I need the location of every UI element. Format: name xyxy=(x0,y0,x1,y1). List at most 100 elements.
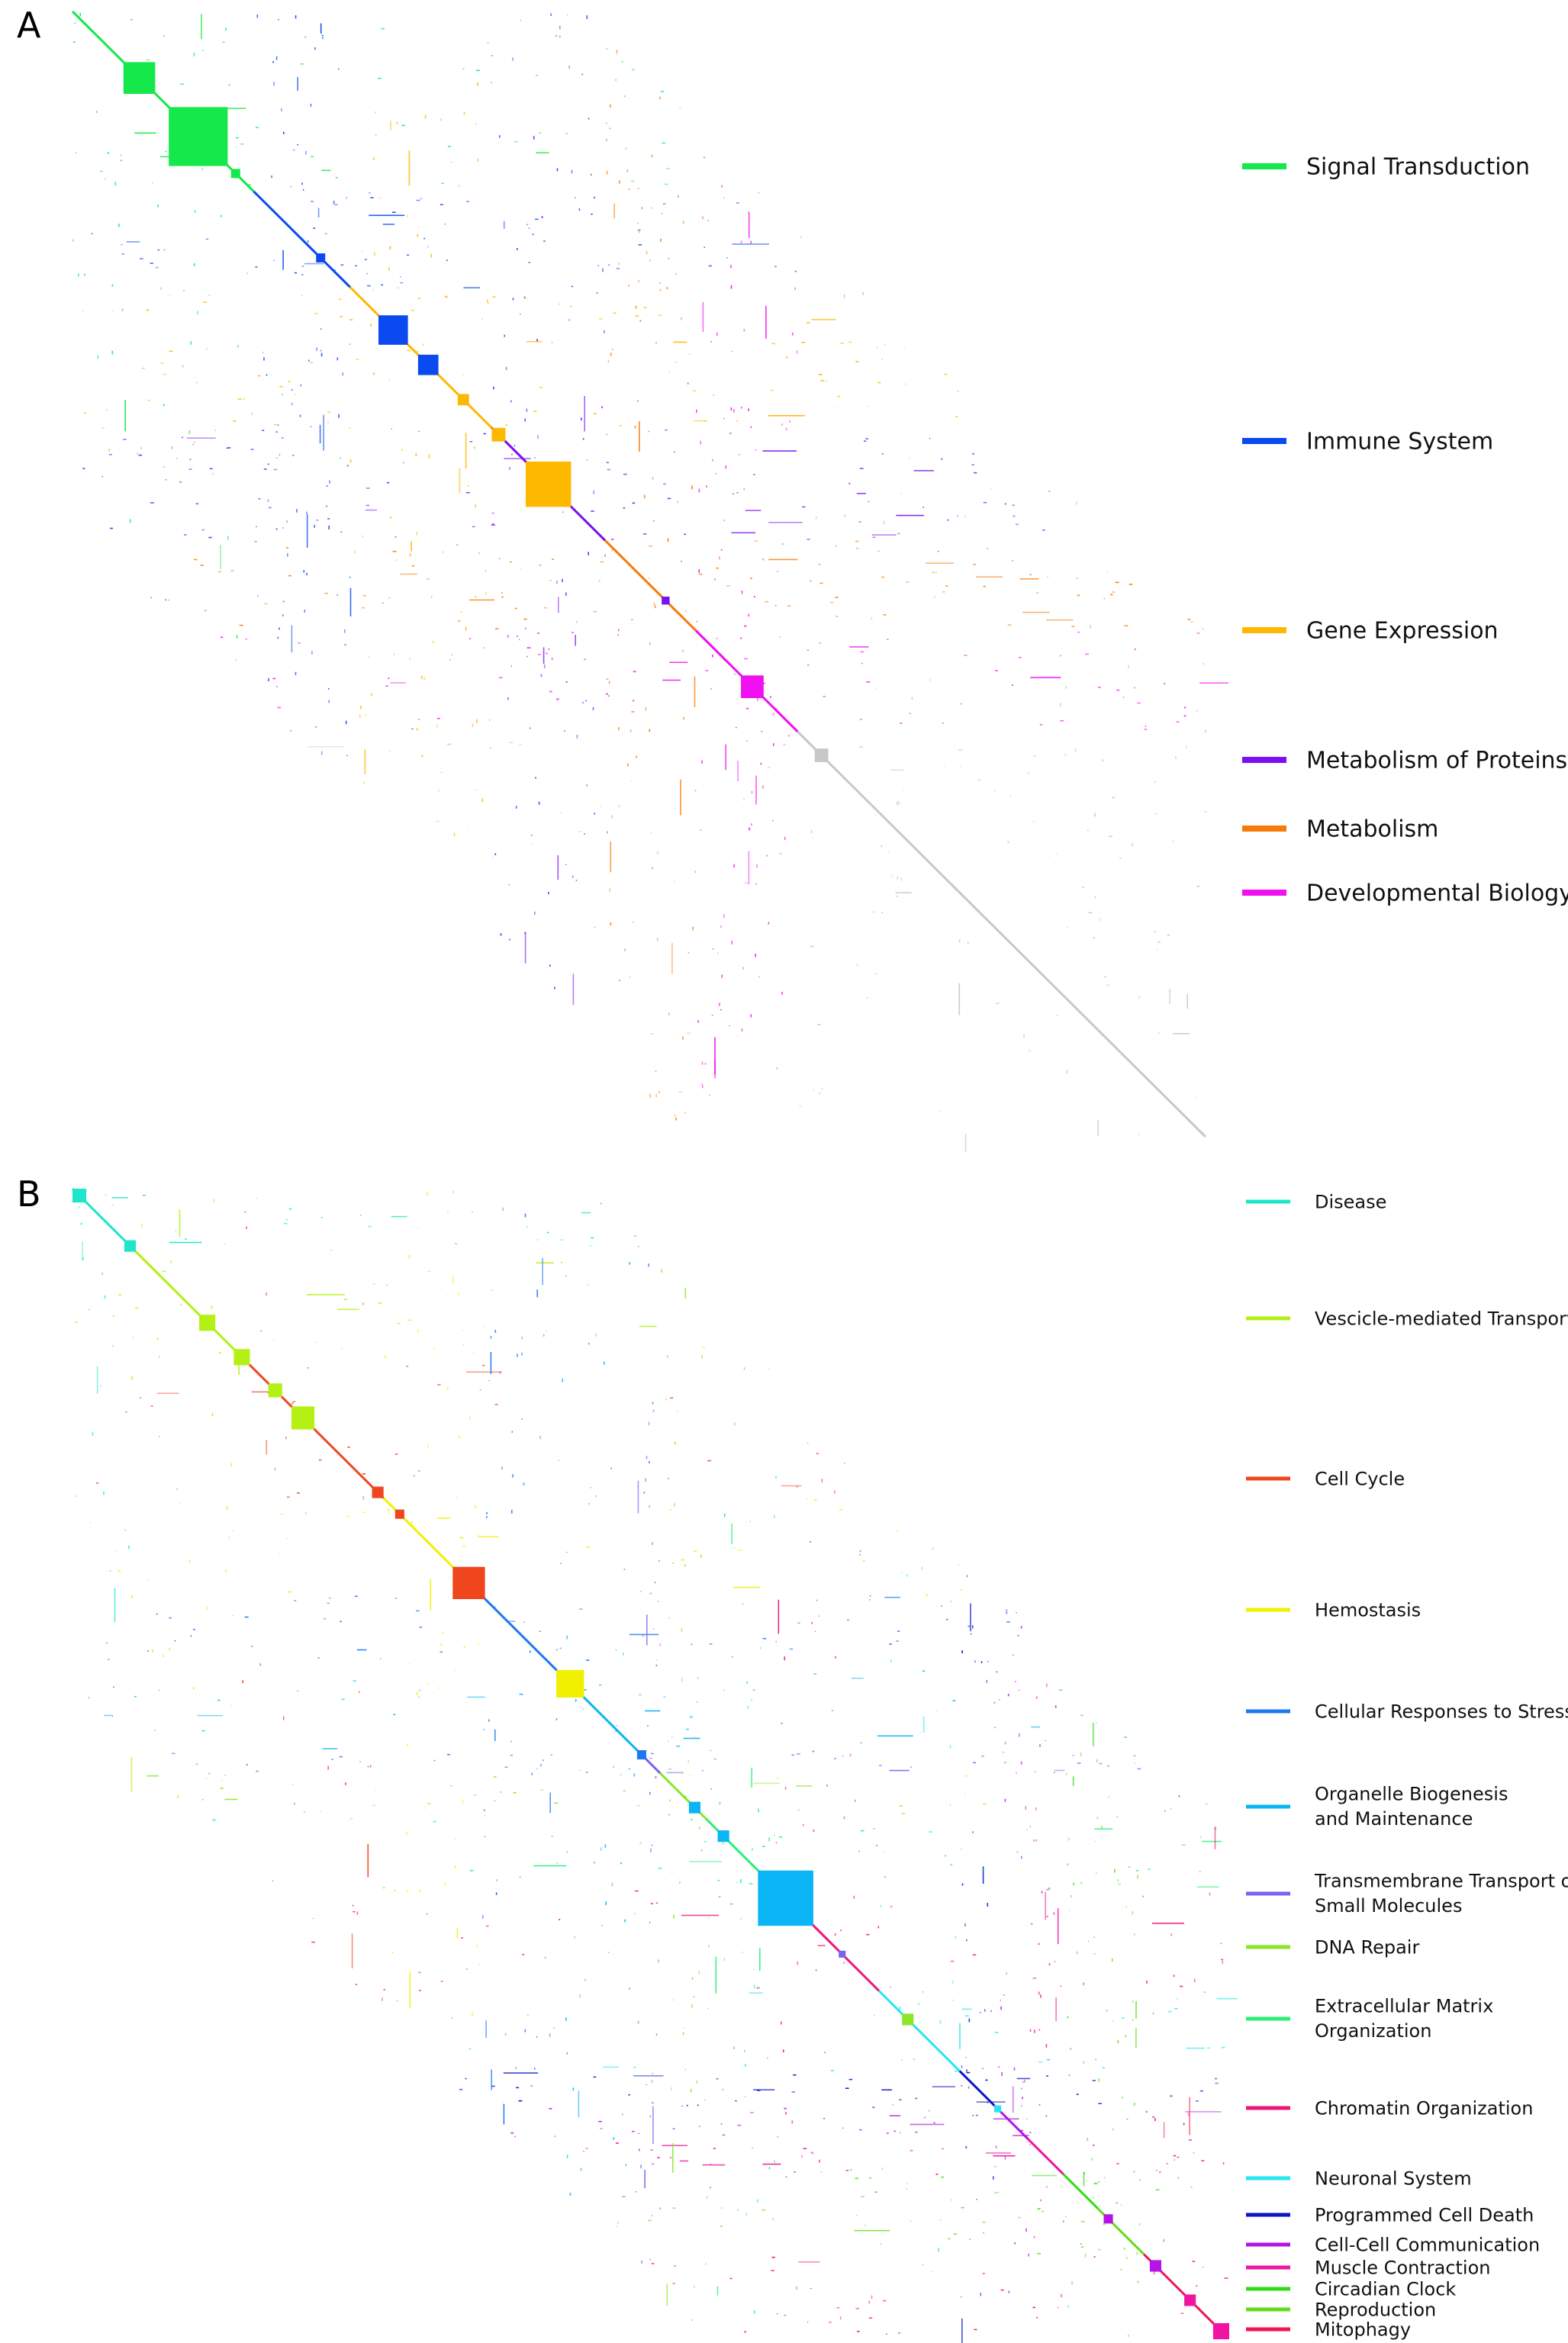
matrix-cell xyxy=(639,421,640,452)
matrix-cell xyxy=(1199,1836,1202,1838)
matrix-cell xyxy=(817,1024,821,1025)
matrix-cell xyxy=(889,1769,910,1772)
matrix-cell xyxy=(1046,2075,1048,2077)
matrix-cell xyxy=(536,1262,554,1264)
matrix-cell xyxy=(221,1780,223,1781)
matrix-cell xyxy=(1147,1868,1151,1870)
matrix-cell xyxy=(495,1892,497,1895)
matrix-cell xyxy=(169,1648,170,1651)
matrix-cell xyxy=(1196,1886,1219,1888)
matrix-cell xyxy=(880,1905,882,1907)
matrix-cell xyxy=(862,1560,865,1562)
matrix-cell xyxy=(1004,1798,1006,1802)
matrix-cell xyxy=(1045,1740,1047,1742)
matrix-cell xyxy=(705,2262,707,2265)
matrix-cell xyxy=(1080,2246,1084,2248)
matrix-cell xyxy=(756,864,758,868)
matrix-cell xyxy=(327,1765,329,1770)
matrix-cell xyxy=(538,801,540,805)
matrix-cell xyxy=(652,1409,655,1412)
matrix-cell xyxy=(282,527,284,529)
matrix-cell xyxy=(872,2106,875,2108)
matrix-cell xyxy=(740,1879,742,1883)
matrix-cell xyxy=(141,1224,143,1228)
matrix-cell xyxy=(1094,1952,1096,1955)
matrix-cell xyxy=(572,974,575,1006)
matrix-cell xyxy=(736,202,739,204)
matrix-cell xyxy=(408,1254,411,1258)
matrix-cell xyxy=(751,1767,752,1788)
matrix-cell xyxy=(957,391,959,392)
matrix-cell xyxy=(752,1848,753,1851)
matrix-cell xyxy=(641,2261,642,2264)
matrix-cell xyxy=(369,214,405,217)
matrix-cell xyxy=(125,1411,127,1413)
matrix-cell xyxy=(381,27,385,30)
matrix-cell xyxy=(980,2293,982,2296)
matrix-cell xyxy=(416,1691,418,1695)
matrix-cell xyxy=(486,1512,488,1514)
matrix-cell xyxy=(1114,1868,1116,1873)
matrix-cell xyxy=(1209,1892,1211,1896)
matrix-cell xyxy=(456,1242,458,1245)
matrix-cell xyxy=(541,216,543,218)
matrix-cell xyxy=(329,1597,331,1599)
matrix-cell xyxy=(980,1661,983,1663)
matrix-cell xyxy=(462,374,464,375)
matrix-cell xyxy=(556,168,559,172)
matrix-cell xyxy=(712,654,713,658)
matrix-cell xyxy=(1107,1765,1109,1767)
matrix-cell xyxy=(977,779,981,781)
matrix-cell xyxy=(299,414,301,417)
matrix-cell xyxy=(843,1816,845,1820)
matrix-cell xyxy=(515,806,517,809)
matrix-cell xyxy=(753,1782,781,1785)
matrix-cell xyxy=(662,679,681,681)
matrix-cell xyxy=(491,82,493,84)
matrix-cell xyxy=(1038,1991,1040,1995)
matrix-cell xyxy=(709,1643,713,1645)
matrix-cell xyxy=(881,359,883,360)
matrix-cell xyxy=(478,1964,480,1966)
cluster-block xyxy=(169,107,228,166)
matrix-cell xyxy=(900,723,903,724)
matrix-cell xyxy=(147,399,151,401)
matrix-cell xyxy=(569,305,573,307)
matrix-cell xyxy=(374,252,375,256)
matrix-cell xyxy=(981,1869,984,1871)
matrix-cell xyxy=(983,2232,984,2234)
matrix-cell xyxy=(959,2023,961,2049)
matrix-cell xyxy=(1205,729,1206,733)
legend-label: Cellular Responses to Stress xyxy=(1315,1701,1568,1722)
matrix-cell xyxy=(418,1990,421,1991)
matrix-cell xyxy=(651,2102,654,2103)
matrix-cell xyxy=(137,452,138,455)
matrix-cell xyxy=(533,136,535,140)
matrix-cell xyxy=(282,600,285,603)
diagonal-segment xyxy=(797,730,1207,1138)
matrix-cell xyxy=(314,1341,317,1344)
matrix-cell xyxy=(291,625,293,652)
matrix-cell xyxy=(446,259,448,261)
matrix-cell xyxy=(1132,2019,1134,2021)
matrix-cell xyxy=(371,693,372,696)
matrix-cell xyxy=(101,475,103,478)
matrix-cell xyxy=(950,1864,953,1865)
matrix-cell xyxy=(552,558,554,560)
matrix-cell xyxy=(388,677,390,679)
matrix-cell xyxy=(810,945,814,948)
matrix-cell xyxy=(684,1112,686,1114)
matrix-cell xyxy=(75,1495,76,1498)
matrix-cell xyxy=(935,2174,939,2175)
matrix-cell xyxy=(560,812,562,813)
matrix-cell xyxy=(621,61,623,63)
matrix-cell xyxy=(731,532,755,534)
matrix-cell xyxy=(784,2107,787,2110)
matrix-cell xyxy=(1017,2216,1021,2219)
cluster-block xyxy=(717,1830,729,1843)
matrix-cell xyxy=(842,2127,844,2129)
matrix-cell xyxy=(971,464,974,465)
matrix-cell xyxy=(436,724,438,728)
legend-label: Mitophagy xyxy=(1315,2319,1411,2340)
matrix-cell xyxy=(220,545,221,569)
